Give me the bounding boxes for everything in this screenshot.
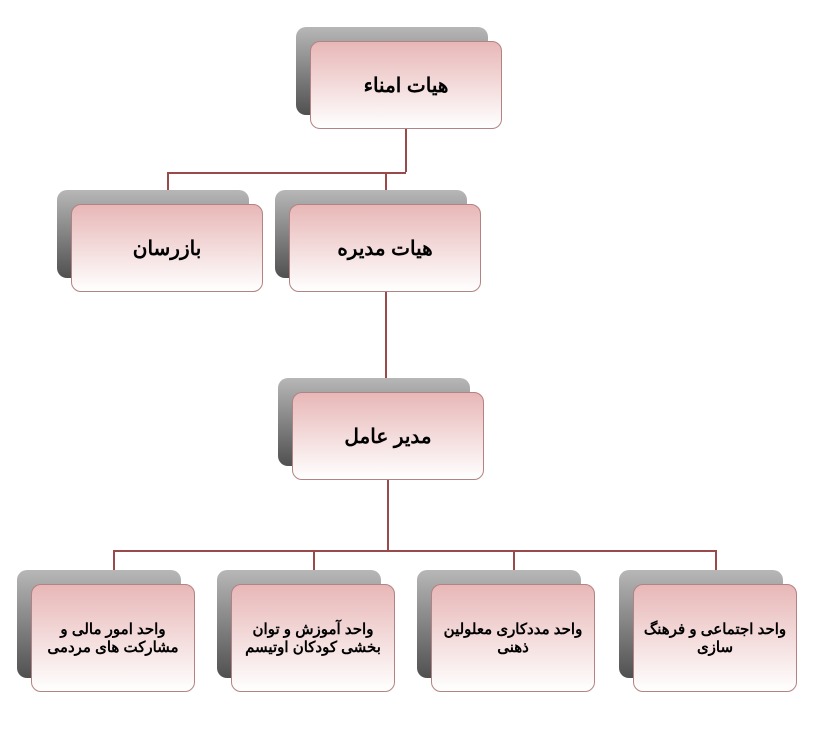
node-label: واحد مددکاری معلولین ذهنی (438, 620, 588, 656)
node-label: هیات امناء (364, 73, 449, 98)
node-ceo: مدیر عامل (292, 392, 484, 480)
connector (387, 480, 389, 550)
node-label: هیات مدیره (337, 236, 432, 261)
node-education: واحد آموزش و توان بخشی کودکان اوتیسم (231, 584, 395, 692)
connector (405, 129, 407, 172)
node-label: مدیر عامل (344, 424, 431, 449)
node-finance: واحد امور مالی و مشارکت های مردمی (31, 584, 195, 692)
node-socialwork: واحد مددکاری معلولین ذهنی (431, 584, 595, 692)
node-label: واحد اجتماعی و فرهنگ سازی (640, 620, 790, 656)
node-inspectors: بازرسان (71, 204, 263, 292)
node-label: بازرسان (133, 236, 202, 261)
connector (385, 292, 387, 392)
node-board: هیات مدیره (289, 204, 481, 292)
connector (167, 172, 406, 174)
node-culture: واحد اجتماعی و فرهنگ سازی (633, 584, 797, 692)
connector (113, 550, 716, 552)
node-trustees: هیات امناء (310, 41, 502, 129)
node-label: واحد امور مالی و مشارکت های مردمی (38, 620, 188, 656)
node-label: واحد آموزش و توان بخشی کودکان اوتیسم (238, 620, 388, 656)
